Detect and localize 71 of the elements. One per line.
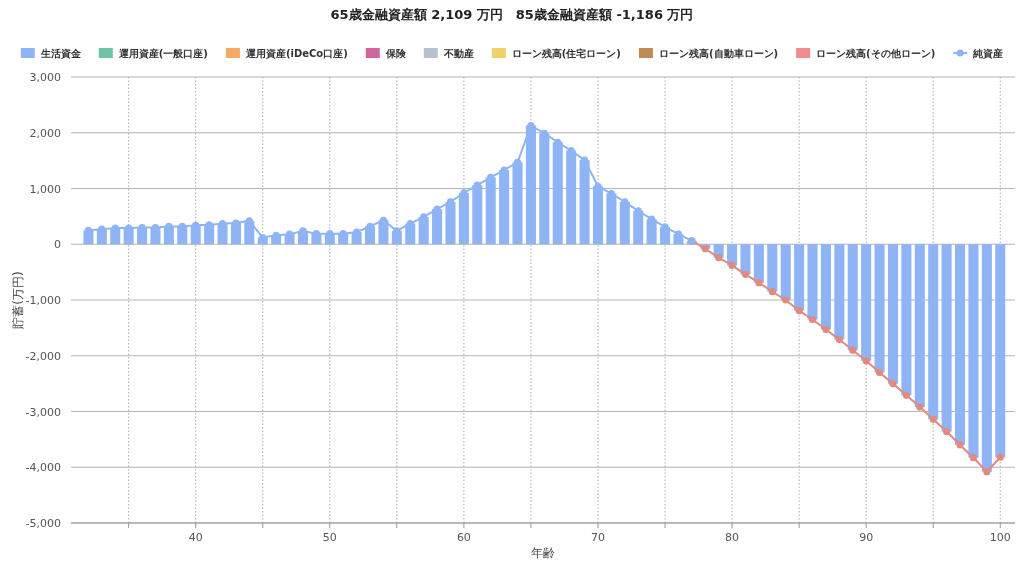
x-tick-label: 50 xyxy=(322,531,337,544)
legend-label: 運用資産(一般口座) xyxy=(117,48,208,60)
legend-label: 生活資金 xyxy=(39,48,82,60)
point xyxy=(956,441,964,449)
point xyxy=(808,315,817,324)
bar xyxy=(794,244,805,311)
point xyxy=(755,279,763,287)
bar xyxy=(780,244,791,300)
point xyxy=(996,453,1004,461)
point xyxy=(728,261,736,270)
legend-label: ローン残高(住宅ローン) xyxy=(511,48,621,59)
y-tick-label: -4,000 xyxy=(25,461,61,475)
bar xyxy=(928,244,939,420)
legend-label: 運用資産(iDeCo口座) xyxy=(244,48,348,60)
point xyxy=(715,254,723,262)
x-tick-label: 90 xyxy=(859,531,874,544)
chart-title: 65歳金融資産額 2,109 万円 85歳金融資産額 -1,186 万円 xyxy=(330,7,694,22)
y-tick-label: 3,000 xyxy=(29,71,61,84)
bar xyxy=(887,244,899,384)
point xyxy=(929,415,937,423)
bar xyxy=(834,244,845,340)
point xyxy=(902,391,910,399)
bar xyxy=(941,244,952,432)
bar xyxy=(954,244,966,445)
point xyxy=(701,245,709,253)
point xyxy=(768,288,776,296)
point xyxy=(969,454,978,462)
x-tick-label: 80 xyxy=(725,531,740,544)
point xyxy=(795,306,803,315)
point xyxy=(782,296,790,304)
y-tick-label: 2,000 xyxy=(29,126,61,140)
point xyxy=(889,380,897,388)
x-tick-label: 60 xyxy=(456,531,471,544)
x-axis-title: 年齢 xyxy=(531,546,555,560)
bar xyxy=(874,244,885,373)
x-tick-label: 40 xyxy=(188,531,203,544)
y-tick-label: -5,000 xyxy=(25,517,61,530)
point xyxy=(822,325,830,334)
bar xyxy=(807,244,818,320)
bar xyxy=(981,244,992,472)
bar xyxy=(820,244,831,330)
legend-label: ローン残高(その他ローン) xyxy=(816,48,936,59)
point xyxy=(741,270,750,278)
point xyxy=(862,357,870,365)
bar xyxy=(914,244,925,408)
point xyxy=(983,468,991,476)
point xyxy=(835,335,843,344)
legend-label: 不動産 xyxy=(442,48,474,59)
bar xyxy=(740,244,751,275)
x-tick-label: 100 xyxy=(989,531,1011,544)
bar xyxy=(753,244,764,283)
point xyxy=(943,427,951,436)
bar xyxy=(995,244,1006,458)
y-tick-label: -2,000 xyxy=(25,349,61,363)
point xyxy=(849,346,857,354)
bar xyxy=(861,244,872,361)
y-tick-label: 0 xyxy=(54,238,61,252)
y-tick-label: -1,000 xyxy=(25,294,61,307)
legend-label: 保険 xyxy=(384,48,407,59)
bar xyxy=(968,244,979,458)
bar xyxy=(901,244,912,396)
legend-label: 純資産 xyxy=(972,48,1004,60)
bar xyxy=(767,244,778,292)
y-tick-label: 1,000 xyxy=(29,182,61,196)
point xyxy=(875,368,884,377)
point xyxy=(916,403,924,411)
bar xyxy=(847,244,858,351)
y-axis-title: 貯蓄(万円) xyxy=(11,271,25,329)
y-tick-label: -3,000 xyxy=(25,405,61,419)
legend-label: ローン残高(自動車ローン) xyxy=(658,48,779,59)
x-tick-label: 70 xyxy=(590,531,605,544)
